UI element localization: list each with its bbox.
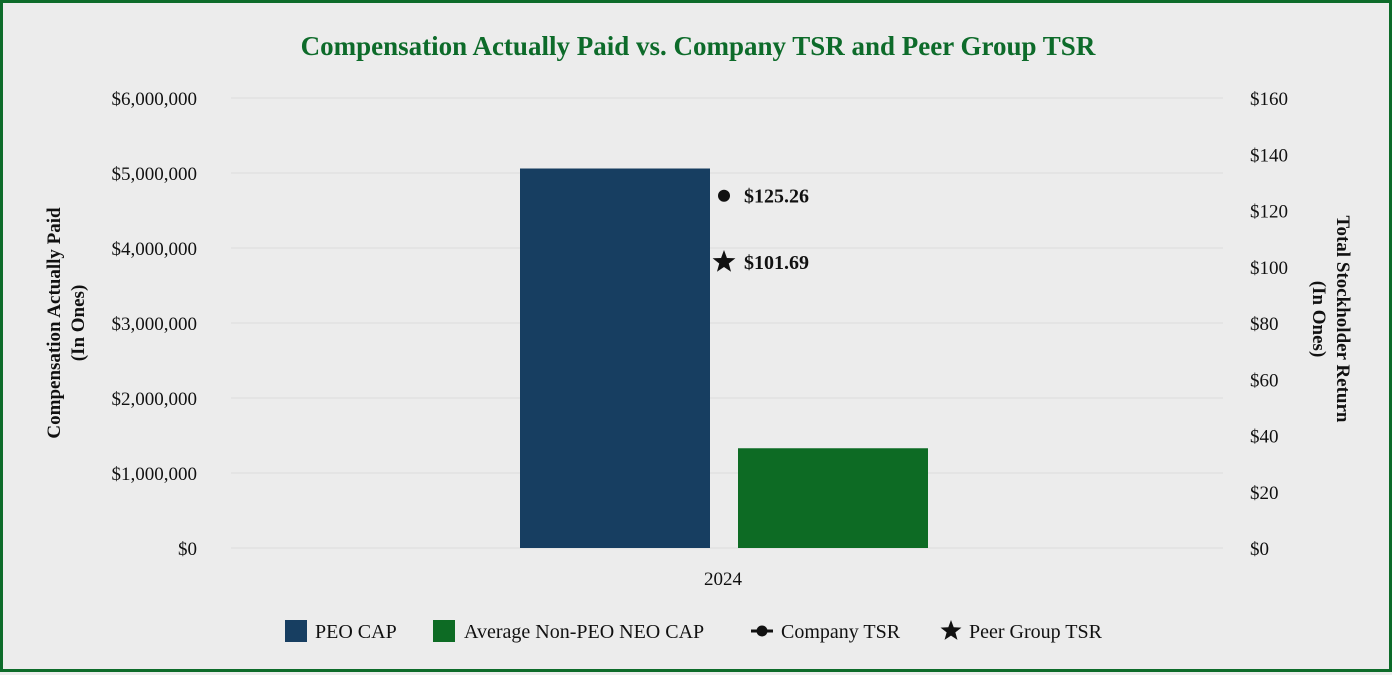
right-tick-label: $0 bbox=[1250, 539, 1269, 560]
peer-group-tsr-point bbox=[712, 250, 736, 272]
left-tick-label: $0 bbox=[178, 539, 197, 560]
right-tick-label: $120 bbox=[1250, 202, 1288, 223]
left-tick-label: $5,000,000 bbox=[112, 164, 198, 185]
legend-company-tsr-label: Company TSR bbox=[781, 621, 901, 643]
right-tick-label: $40 bbox=[1250, 427, 1279, 448]
left-axis-ticks: $0 $1,000,000 $2,000,000 $3,000,000 $4,000,0… bbox=[112, 89, 198, 560]
right-tick-label: $20 bbox=[1250, 483, 1279, 504]
bar-peo-cap bbox=[520, 168, 710, 548]
left-axis-title-line1: Compensation Actually Paid bbox=[44, 207, 65, 439]
right-tick-label: $160 bbox=[1250, 89, 1288, 110]
left-tick-label: $4,000,000 bbox=[112, 239, 198, 260]
legend: PEO CAP Average Non-PEO NEO CAP Company TS… bbox=[285, 620, 1103, 643]
legend-avg-neo-cap-swatch bbox=[433, 620, 455, 642]
company-tsr-point bbox=[718, 189, 730, 202]
right-tick-label: $100 bbox=[1250, 258, 1288, 279]
left-tick-label: $1,000,000 bbox=[112, 464, 198, 485]
gridlines bbox=[231, 97, 1223, 549]
right-tick-label: $140 bbox=[1250, 145, 1288, 166]
legend-peo-cap-swatch bbox=[285, 620, 307, 642]
legend-peo-cap-label: PEO CAP bbox=[315, 621, 397, 643]
bars bbox=[520, 168, 928, 548]
legend-company-tsr-marker bbox=[756, 625, 768, 637]
legend-peer-group-tsr-label: Peer Group TSR bbox=[969, 621, 1103, 643]
company-tsr-label: $125.26 bbox=[744, 186, 809, 208]
right-axis-title-line2: (In Ones) bbox=[1308, 281, 1329, 358]
right-tick-label: $80 bbox=[1250, 314, 1279, 335]
legend-peer-group-tsr-marker bbox=[940, 620, 962, 640]
right-axis-title-line1: Total Stockholder Return bbox=[1332, 216, 1353, 423]
bar-average-non-peo-neo-cap bbox=[738, 448, 928, 548]
legend-avg-neo-cap-label: Average Non-PEO NEO CAP bbox=[464, 621, 704, 643]
tsr-comparison-chart: Compensation Actually Paid vs. Company T… bbox=[44, 31, 1353, 643]
left-tick-label: $2,000,000 bbox=[112, 389, 198, 410]
peer-group-tsr-label: $101.69 bbox=[744, 252, 809, 274]
tsr-points: $125.26 $101.69 bbox=[712, 186, 809, 274]
left-axis-title-line2: (In Ones) bbox=[68, 285, 89, 362]
left-tick-label: $3,000,000 bbox=[112, 314, 198, 335]
right-axis-ticks: $0 $20 $40 $60 $80 $100 $120 $140 $160 bbox=[1250, 89, 1288, 560]
x-tick-label: 2024 bbox=[704, 569, 743, 590]
chart-title: Compensation Actually Paid vs. Company T… bbox=[301, 31, 1096, 61]
right-tick-label: $60 bbox=[1250, 370, 1279, 391]
left-tick-label: $6,000,000 bbox=[112, 89, 198, 110]
